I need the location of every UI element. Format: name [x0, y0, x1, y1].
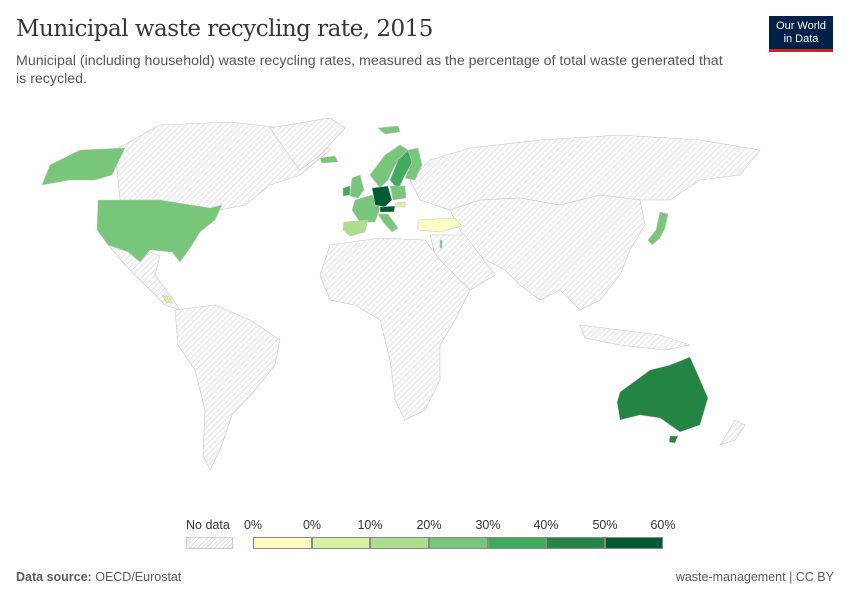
mexico[interactable]: [107, 244, 181, 311]
japan[interactable]: [647, 211, 669, 246]
united-kingdom[interactable]: [349, 174, 365, 199]
legend-bin-1[interactable]: [312, 537, 370, 549]
turkey[interactable]: [417, 217, 463, 233]
asia[interactable]: [449, 194, 646, 311]
owid-logo[interactable]: Our World in Data: [769, 16, 833, 52]
iceland[interactable]: [319, 155, 339, 164]
legend-tick: 40%: [533, 518, 559, 532]
spain[interactable]: [342, 219, 369, 237]
world-map[interactable]: [0, 110, 850, 510]
legend-no-data-swatch[interactable]: [186, 537, 233, 549]
legend-tick: 0%: [302, 518, 322, 532]
legend-bin-0[interactable]: [253, 537, 312, 549]
license-text[interactable]: waste-management | CC BY: [675, 570, 834, 584]
tasmania[interactable]: [668, 435, 679, 444]
legend-bin-6[interactable]: [605, 537, 663, 549]
legend-tick: 50%: [592, 518, 618, 532]
data-source: Data source: OECD/Eurostat: [16, 570, 181, 584]
logo-line-1: Our World: [776, 20, 826, 32]
ireland[interactable]: [342, 185, 351, 197]
israel[interactable]: [439, 239, 443, 249]
germany[interactable]: [371, 185, 393, 208]
france[interactable]: [351, 194, 381, 223]
greenland[interactable]: [269, 117, 346, 171]
legend-tick: 60%: [650, 518, 676, 532]
africa[interactable]: [319, 237, 471, 421]
chart-subtitle: Municipal (including household) waste re…: [16, 53, 723, 87]
slovakia[interactable]: [394, 201, 406, 208]
legend-bin-4[interactable]: [488, 537, 546, 549]
logo-line-2: in Data: [783, 33, 819, 45]
svalbard[interactable]: [377, 125, 401, 135]
data-source-label: Data source:: [16, 570, 92, 584]
alaska[interactable]: [41, 147, 126, 186]
data-source-value[interactable]: OECD/Eurostat: [95, 570, 182, 584]
legend-bin-5[interactable]: [546, 537, 605, 549]
legend-tick: 0%: [243, 518, 263, 532]
legend-no-data-label: No data: [186, 518, 230, 532]
legend-bin-2[interactable]: [370, 537, 429, 549]
legend: No data 0% 0% 10% 20% 30% 40% 50% 60%: [170, 518, 680, 554]
austria[interactable]: [379, 205, 396, 213]
south-america[interactable]: [174, 304, 281, 471]
legend-tick: 30%: [475, 518, 501, 532]
legend-tick: 10%: [357, 518, 383, 532]
costa-rica[interactable]: [161, 294, 173, 304]
chart-title: Municipal waste recycling rate, 2015: [16, 16, 433, 42]
indonesia[interactable]: [579, 324, 692, 351]
new-zealand[interactable]: [719, 419, 746, 446]
australia[interactable]: [616, 356, 709, 433]
legend-tick: 20%: [416, 518, 442, 532]
italy[interactable]: [377, 213, 399, 233]
poland[interactable]: [389, 185, 407, 201]
finland[interactable]: [404, 147, 423, 181]
legend-bin-3[interactable]: [429, 537, 488, 549]
